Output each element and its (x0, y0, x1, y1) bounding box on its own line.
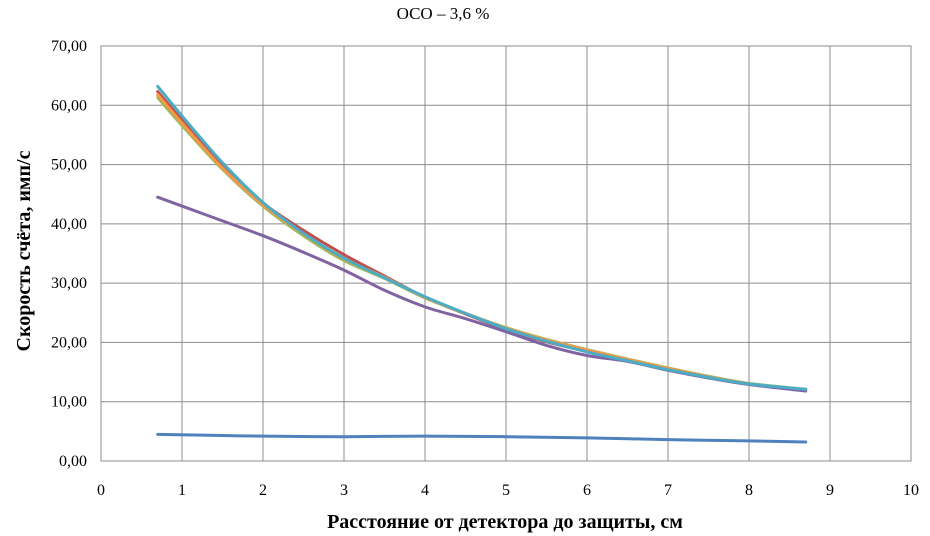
x-tick-label: 5 (502, 482, 510, 499)
x-tick-label: 7 (664, 482, 672, 499)
series-line-1 (156, 90, 808, 392)
series-line-2 (156, 96, 808, 391)
x-tick-label: 3 (340, 482, 348, 499)
series-line-5 (156, 84, 808, 391)
x-tick-label: 2 (259, 482, 267, 499)
y-tick-label: 60,00 (51, 97, 87, 114)
x-tick-label: 10 (903, 482, 919, 499)
grid (100, 45, 912, 462)
x-axis-label: Расстояние от детектора до защиты, см (327, 511, 683, 533)
y-tick-label: 20,00 (51, 334, 87, 351)
x-tick-label: 8 (745, 482, 753, 499)
series-line-4 (156, 195, 808, 393)
x-tick-label: 9 (826, 482, 834, 499)
y-tick-label: 70,00 (51, 38, 87, 55)
plot-area (100, 45, 912, 462)
series-layer (156, 84, 808, 444)
chart-title: ОСО – 3,6 % (397, 4, 490, 23)
y-tick-label: 40,00 (51, 216, 87, 233)
y-axis-label: Скорость счёта, имп/с (13, 150, 35, 351)
x-tick-label: 6 (583, 482, 591, 499)
series-line-3 (156, 93, 808, 392)
x-tick-label: 1 (178, 482, 186, 499)
series-line-6 (156, 432, 808, 444)
y-tick-label: 0,00 (59, 453, 87, 470)
y-tick-label: 50,00 (51, 157, 87, 174)
y-tick-label: 10,00 (51, 394, 87, 411)
y-tick-label: 30,00 (51, 275, 87, 292)
x-tick-label: 0 (97, 482, 105, 499)
tick-labels: 0 1 2 3 4 5 6 7 8 9 10 0,00 10,00 20,00 30,00 40,00 50,0… (51, 38, 919, 499)
x-tick-label: 4 (421, 482, 429, 499)
